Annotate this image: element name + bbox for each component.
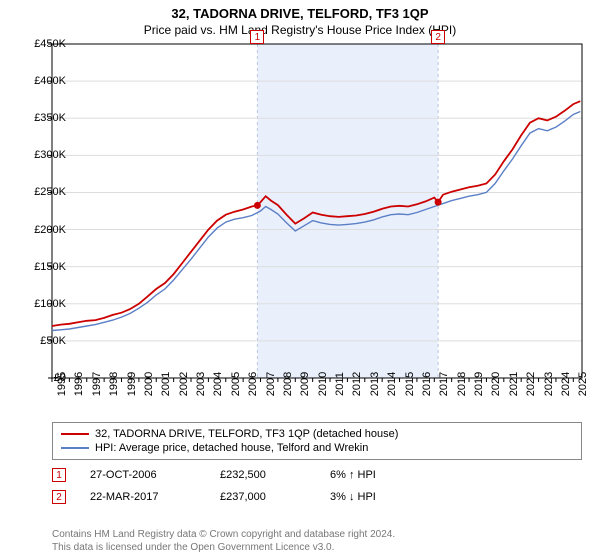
xtick-label: 2004 (212, 372, 224, 396)
xtick-label: 2016 (421, 372, 433, 396)
xtick-label: 2025 (577, 372, 589, 396)
legend-label: HPI: Average price, detached house, Telf… (95, 442, 368, 454)
chart-title: 32, TADORNA DRIVE, TELFORD, TF3 1QP (0, 0, 600, 21)
xtick-label: 1998 (108, 372, 120, 396)
sale-marker-icon: 1 (52, 468, 66, 482)
xtick-label: 2001 (160, 372, 172, 396)
sale-delta: 3% ↓ HPI (330, 491, 440, 503)
legend-label: 32, TADORNA DRIVE, TELFORD, TF3 1QP (det… (95, 428, 398, 440)
sale-row: 2 22-MAR-2017£237,0003% ↓ HPI (52, 486, 582, 508)
sale-marker-callout: 2 (431, 30, 445, 44)
xtick-label: 2011 (334, 372, 346, 396)
xtick-label: 2019 (473, 372, 485, 396)
xtick-label: 2000 (143, 372, 155, 396)
xtick-label: 1997 (91, 372, 103, 396)
xtick-label: 1999 (126, 372, 138, 396)
xtick-label: 2002 (178, 372, 190, 396)
chart-container: { "title": "32, TADORNA DRIVE, TELFORD, … (0, 0, 600, 560)
legend-row: 32, TADORNA DRIVE, TELFORD, TF3 1QP (det… (61, 427, 573, 441)
xtick-label: 2005 (230, 372, 242, 396)
xtick-label: 2014 (386, 372, 398, 396)
xtick-label: 2013 (369, 372, 381, 396)
xtick-label: 2008 (282, 372, 294, 396)
ytick-label: £100K (34, 298, 66, 310)
attribution-line-1: Contains HM Land Registry data © Crown c… (52, 528, 395, 541)
sales-table: 1 27-OCT-2006£232,5006% ↑ HPI 2 22-MAR-2017… (52, 464, 582, 508)
attribution-line-2: This data is licensed under the Open Gov… (52, 541, 395, 554)
xtick-label: 2006 (247, 372, 259, 396)
ytick-label: £50K (40, 335, 66, 347)
xtick-label: 2003 (195, 372, 207, 396)
ytick-label: £350K (34, 112, 66, 124)
sale-marker-icon: 2 (52, 490, 66, 504)
ytick-label: £150K (34, 261, 66, 273)
sale-date: 22-MAR-2017 (90, 491, 220, 503)
sale-marker-callout: 1 (250, 30, 264, 44)
ytick-label: £400K (34, 75, 66, 87)
xtick-label: 2020 (490, 372, 502, 396)
xtick-label: 2017 (438, 372, 450, 396)
xtick-label: 2012 (351, 372, 363, 396)
xtick-label: 2024 (560, 372, 572, 396)
xtick-label: 1996 (73, 372, 85, 396)
xtick-label: 2010 (317, 372, 329, 396)
chart-subtitle: Price paid vs. HM Land Registry's House … (0, 21, 600, 41)
xtick-label: 2021 (508, 372, 520, 396)
sale-price: £237,000 (220, 491, 330, 503)
xtick-label: 2009 (299, 372, 311, 396)
xtick-label: 2018 (456, 372, 468, 396)
legend-swatch (61, 447, 89, 449)
xtick-label: 1995 (56, 372, 68, 396)
ytick-label: £250K (34, 186, 66, 198)
sale-price: £232,500 (220, 469, 330, 481)
sale-date: 27-OCT-2006 (90, 469, 220, 481)
ytick-label: £300K (34, 149, 66, 161)
ytick-label: £450K (34, 38, 66, 50)
attribution-text: Contains HM Land Registry data © Crown c… (52, 528, 395, 554)
legend-swatch (61, 433, 89, 435)
xtick-label: 2022 (525, 372, 537, 396)
legend-row: HPI: Average price, detached house, Telf… (61, 441, 573, 455)
sale-delta: 6% ↑ HPI (330, 469, 440, 481)
ytick-label: £200K (34, 224, 66, 236)
xtick-label: 2015 (404, 372, 416, 396)
xtick-label: 2023 (543, 372, 555, 396)
line-chart (52, 44, 582, 378)
legend: 32, TADORNA DRIVE, TELFORD, TF3 1QP (det… (52, 422, 582, 460)
sale-row: 1 27-OCT-2006£232,5006% ↑ HPI (52, 464, 582, 486)
xtick-label: 2007 (265, 372, 277, 396)
